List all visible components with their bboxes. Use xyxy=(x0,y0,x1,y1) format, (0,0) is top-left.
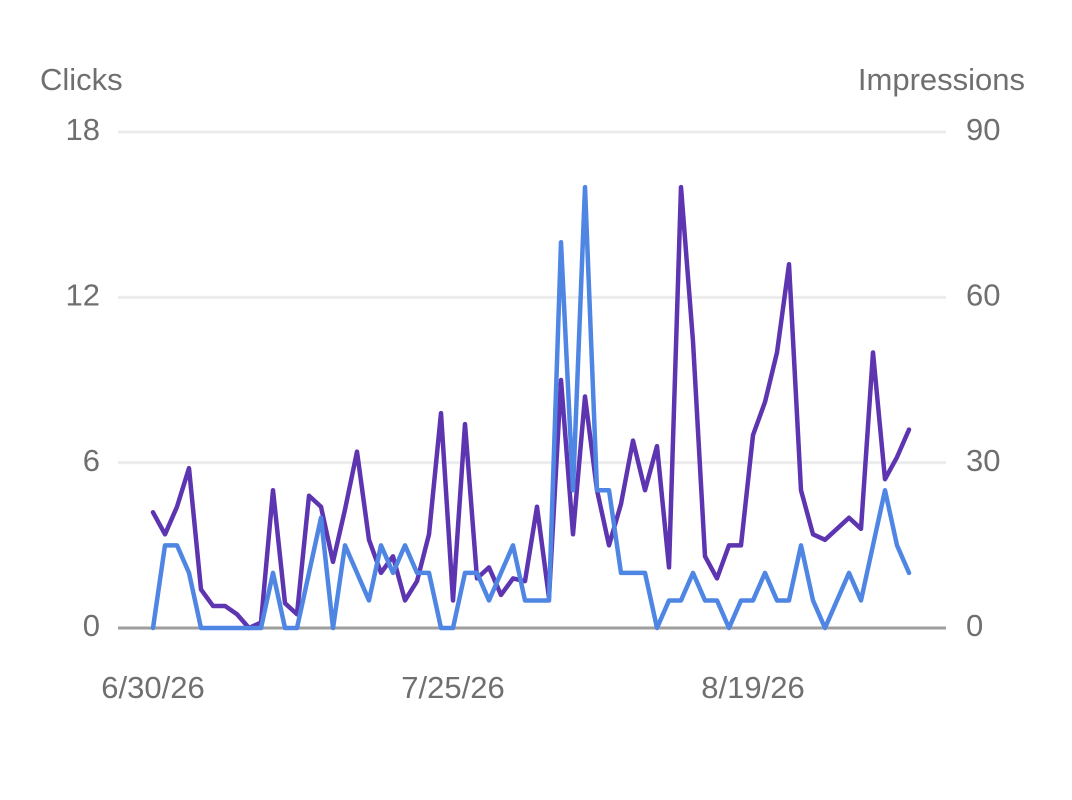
y2-tick-label: 30 xyxy=(966,443,1000,478)
y-tick-label: 6 xyxy=(83,443,100,478)
series-line xyxy=(150,184,912,631)
y-tick-label: 12 xyxy=(66,278,100,313)
y-tick-label: 18 xyxy=(66,112,100,147)
x-tick-label: 6/30/26 xyxy=(101,670,204,705)
y2-tick-label: 60 xyxy=(966,278,1000,313)
x-tick-label: 7/25/26 xyxy=(401,670,504,705)
y2-axis-title: Impressions xyxy=(858,62,1025,97)
y-axis-title: Clicks xyxy=(40,62,123,97)
y-tick-label: 0 xyxy=(83,608,100,643)
y2-tick-label: 0 xyxy=(966,608,983,643)
series-line xyxy=(150,184,912,631)
y2-tick-label: 90 xyxy=(966,112,1000,147)
x-tick-label: 8/19/26 xyxy=(701,670,804,705)
